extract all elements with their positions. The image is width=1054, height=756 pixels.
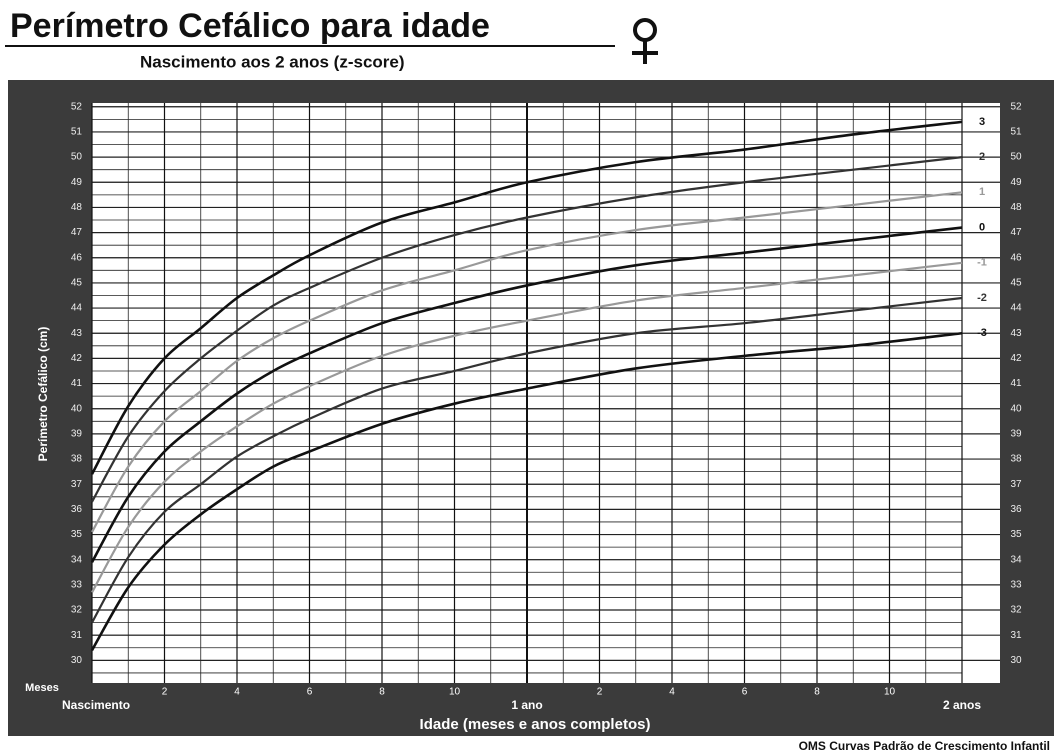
x-tick-label: 2 anos <box>943 698 981 712</box>
x-tick-label: Nascimento <box>62 698 130 712</box>
footer: OMS Curvas Padrão de Crescimento Infanti… <box>799 739 1050 753</box>
y-tick-label-right: 35 <box>1010 529 1022 540</box>
y-tick-label-right: 38 <box>1010 454 1022 465</box>
y-axis-label: Perímetro Cefálico (cm) <box>36 327 50 462</box>
chart-title: Perímetro Cefálico para idade <box>10 7 490 45</box>
y-tick-label: 49 <box>71 177 83 188</box>
y-tick-label-right: 49 <box>1010 177 1022 188</box>
y-tick-label-right: 50 <box>1010 152 1022 163</box>
series-label: -1 <box>977 257 987 269</box>
y-tick-label: 46 <box>71 252 83 263</box>
line <box>91 191 963 533</box>
y-tick-label: 38 <box>71 454 83 465</box>
y-tick-label: 48 <box>71 202 83 213</box>
y-tick-label-right: 48 <box>1010 202 1022 213</box>
y-tick-label-right: 51 <box>1010 127 1022 138</box>
y-tick-label: 42 <box>71 353 83 364</box>
y-tick-label-right: 40 <box>1010 403 1022 414</box>
y-tick-label-right: 32 <box>1010 605 1022 616</box>
x-tick-label: 4 <box>234 687 240 698</box>
y-tick-label-right: 33 <box>1010 580 1022 591</box>
y-tick-label: 30 <box>71 655 83 666</box>
series-label: 2 <box>979 151 985 163</box>
x-tick-label: 10 <box>884 687 896 698</box>
line <box>91 261 963 593</box>
series-label: 3 <box>979 116 985 128</box>
x-unit-label: Meses <box>25 682 59 694</box>
y-tick-label-right: 43 <box>1010 328 1022 339</box>
y-tick-label-right: 30 <box>1010 655 1022 666</box>
y-tick-label-right: 52 <box>1010 101 1022 112</box>
female-symbol <box>632 18 658 64</box>
line <box>91 156 963 503</box>
line <box>91 296 963 624</box>
y-tick-label-right: 46 <box>1010 252 1022 263</box>
y-tick-label-right: 41 <box>1010 378 1022 389</box>
y-tick-label: 40 <box>71 403 83 414</box>
y-tick-label: 44 <box>71 303 83 314</box>
y-tick-label: 41 <box>71 378 83 389</box>
x-tick-label: 4 <box>669 687 675 698</box>
line <box>90 331 963 651</box>
y-tick-label: 51 <box>71 127 83 138</box>
x-tick-label: 10 <box>449 687 461 698</box>
y-tick-label: 35 <box>71 529 83 540</box>
y-tick-label: 37 <box>71 479 83 490</box>
y-tick-label-right: 31 <box>1010 630 1022 641</box>
x-tick-label: 6 <box>307 687 313 698</box>
y-tick-label: 32 <box>71 605 83 616</box>
y-tick-label: 43 <box>71 328 83 339</box>
series-label: 1 <box>979 186 985 198</box>
chart-subtitle: Nascimento aos 2 anos (z-score) <box>140 52 405 71</box>
plot-area <box>92 103 1000 683</box>
x-tick-label: 8 <box>814 687 820 698</box>
x-tick-label: 8 <box>379 687 385 698</box>
y-tick-label-right: 36 <box>1010 504 1022 515</box>
series-label: 0 <box>979 221 985 233</box>
y-tick-label-right: 37 <box>1010 479 1022 490</box>
x-tick-label: 6 <box>742 687 748 698</box>
y-tick-label: 39 <box>71 429 83 440</box>
series-label: -2 <box>977 292 987 304</box>
line <box>90 226 963 563</box>
series-label: -3 <box>977 327 987 339</box>
y-tick-label-right: 45 <box>1010 278 1022 289</box>
y-tick-label-right: 34 <box>1010 554 1022 565</box>
y-tick-label-right: 39 <box>1010 429 1022 440</box>
y-tick-label: 36 <box>71 504 83 515</box>
x-tick-label: 2 <box>162 687 168 698</box>
x-tick-label: 1 ano <box>511 698 542 712</box>
y-tick-label: 50 <box>71 152 83 163</box>
y-tick-label-right: 47 <box>1010 227 1022 238</box>
x-tick-label: 2 <box>597 687 603 698</box>
line <box>90 120 963 475</box>
y-tick-label: 31 <box>71 630 83 641</box>
y-tick-label-right: 42 <box>1010 353 1022 364</box>
y-tick-label: 52 <box>71 101 83 112</box>
y-tick-label: 34 <box>71 554 83 565</box>
y-tick-label: 33 <box>71 580 83 591</box>
x-axis-label: Idade (meses e anos completos) <box>420 716 651 733</box>
y-tick-label: 47 <box>71 227 83 238</box>
y-tick-label-right: 44 <box>1010 303 1022 314</box>
y-tick-label: 45 <box>71 278 83 289</box>
